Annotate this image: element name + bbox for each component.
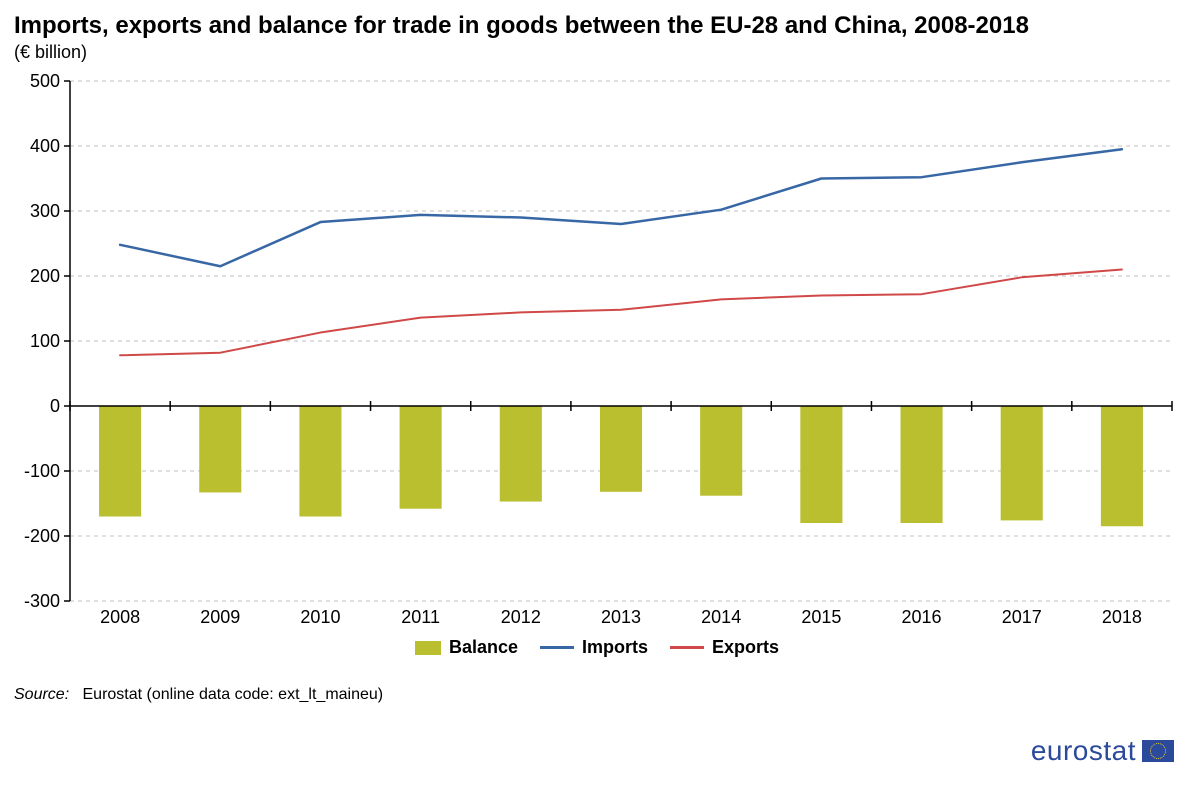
chart-title: Imports, exports and balance for trade i…: [14, 12, 1180, 40]
chart-container: Imports, exports and balance for trade i…: [0, 0, 1194, 787]
legend-swatch-exports: [670, 646, 704, 649]
svg-text:400: 400: [30, 136, 60, 156]
svg-text:-100: -100: [24, 461, 60, 481]
svg-text:2011: 2011: [401, 607, 440, 627]
svg-text:300: 300: [30, 201, 60, 221]
legend-label-exports: Exports: [712, 637, 779, 658]
svg-text:-200: -200: [24, 526, 60, 546]
legend-item-balance: Balance: [415, 637, 518, 658]
eurostat-logo: eurostat: [1031, 735, 1174, 767]
legend-label-balance: Balance: [449, 637, 518, 658]
legend-swatch-balance: [415, 641, 441, 655]
chart-svg: -300 -200 -100 0 100 200 300 400 500 2008 2009 2010…: [14, 71, 1180, 631]
svg-text:2012: 2012: [501, 607, 541, 627]
svg-text:0: 0: [50, 396, 60, 416]
svg-text:2008: 2008: [100, 607, 140, 627]
source-text: Eurostat (online data code: ext_lt_maine…: [83, 686, 384, 703]
svg-text:2013: 2013: [601, 607, 641, 627]
legend-item-imports: Imports: [540, 637, 648, 658]
svg-text:2018: 2018: [1102, 607, 1142, 627]
svg-text:200: 200: [30, 266, 60, 286]
legend-label-imports: Imports: [582, 637, 648, 658]
source-label: Source:: [14, 686, 69, 703]
chart-subtitle: (€ billion): [14, 42, 1180, 63]
svg-text:2014: 2014: [701, 607, 741, 627]
legend-item-exports: Exports: [670, 637, 779, 658]
svg-text:2015: 2015: [801, 607, 841, 627]
eurostat-logo-flag-icon: [1142, 740, 1174, 762]
svg-text:-300: -300: [24, 591, 60, 611]
svg-text:100: 100: [30, 331, 60, 351]
svg-text:500: 500: [30, 71, 60, 91]
svg-text:2017: 2017: [1002, 607, 1042, 627]
svg-text:2010: 2010: [300, 607, 340, 627]
legend: Balance Imports Exports: [14, 637, 1180, 658]
legend-swatch-imports: [540, 646, 574, 649]
svg-text:2009: 2009: [200, 607, 240, 627]
chart-plot-wrap: -300 -200 -100 0 100 200 300 400 500 2008 2009 2010…: [14, 71, 1180, 631]
svg-text:2016: 2016: [902, 607, 942, 627]
eurostat-logo-text: eurostat: [1031, 735, 1136, 767]
source-line: Source: Eurostat (online data code: ext_…: [14, 686, 1180, 704]
